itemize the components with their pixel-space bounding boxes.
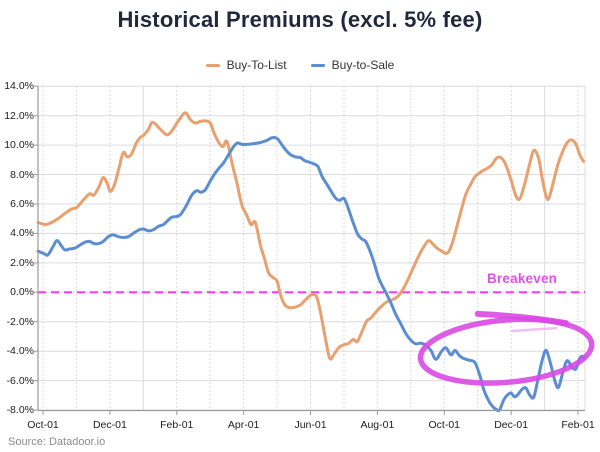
x-axis-tick-label: Apr-01 <box>227 419 260 431</box>
y-axis-tick-label: 14.0% <box>4 80 34 93</box>
source-note: Source: Datadoor.io <box>8 436 106 448</box>
breakeven-annotation-label: Breakeven <box>487 271 558 286</box>
vertical-gridlines <box>42 86 579 411</box>
legend: Buy-To-List Buy-to-Sale <box>0 58 600 72</box>
y-axis-tick-label: 12.0% <box>4 109 34 122</box>
legend-swatch-buy-to-list <box>205 63 220 67</box>
highlight-ellipse-annotation <box>417 310 595 386</box>
x-axis-tick-label: Feb-01 <box>561 419 595 431</box>
y-axis-tick-label: -4.0% <box>6 345 34 358</box>
legend-item-buy-to-list[interactable]: Buy-To-List <box>205 58 287 72</box>
x-axis-tick-label: Dec-01 <box>494 419 529 431</box>
x-axis-tick-label: Oct-01 <box>428 419 461 431</box>
chart-title: Historical Premiums (excl. 5% fee) <box>117 7 483 32</box>
y-axis-tick-label: 6.0% <box>10 197 34 210</box>
legend-label-buy-to-list: Buy-To-List <box>226 58 287 72</box>
axes <box>34 85 585 415</box>
highlight-streak <box>510 326 558 333</box>
x-axis-tick-label: Jun-01 <box>294 419 327 431</box>
series-line-buy-to-sale <box>36 136 587 413</box>
y-axis-tick-label: 10.0% <box>4 139 34 152</box>
y-axis-tick-label: 4.0% <box>10 227 34 240</box>
series-line-buy-to-list <box>36 111 585 361</box>
legend-item-buy-to-sale[interactable]: Buy-to-Sale <box>310 58 395 72</box>
y-axis-tick-label: 2.0% <box>10 256 34 269</box>
x-axis-tick-label: Aug-01 <box>360 419 395 431</box>
y-axis-tick-label: -2.0% <box>6 315 34 328</box>
x-axis-tick-label: Dec-01 <box>92 419 127 431</box>
legend-swatch-buy-to-sale <box>310 63 325 67</box>
y-axis-tick-label: 0.0% <box>10 286 34 299</box>
y-axis-tick-label: 8.0% <box>10 168 34 181</box>
y-axis-tick-label: -8.0% <box>6 404 34 417</box>
y-axis-tick-label: -6.0% <box>6 374 34 387</box>
x-axis-tick-label: Feb-01 <box>160 419 194 431</box>
horizontal-gridlines <box>38 85 585 411</box>
legend-label-buy-to-sale: Buy-to-Sale <box>331 58 395 72</box>
x-axis-tick-label: Oct-01 <box>27 419 59 431</box>
highlight-ellipse-tail <box>474 310 569 327</box>
